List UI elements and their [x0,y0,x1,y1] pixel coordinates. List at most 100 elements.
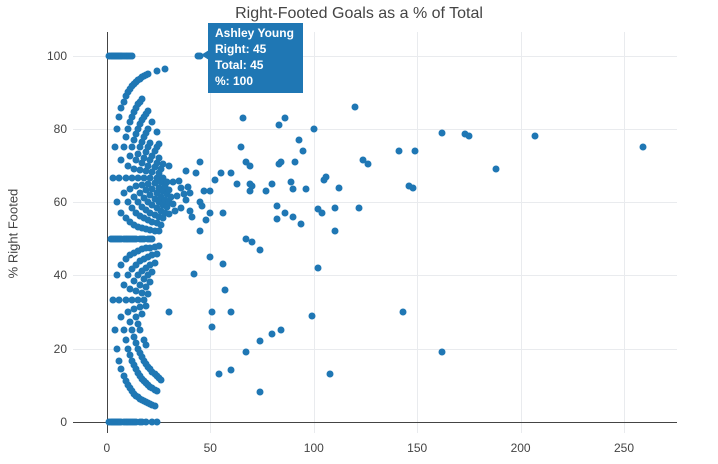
data-point[interactable] [122,255,129,263]
data-point[interactable] [438,129,446,137]
data-point[interactable] [246,187,254,195]
data-point[interactable] [134,296,142,304]
data-point[interactable] [196,158,204,166]
data-point[interactable] [124,271,132,279]
data-point[interactable] [120,372,127,380]
data-point[interactable] [461,130,469,138]
data-point[interactable] [157,193,165,201]
data-point[interactable] [161,196,169,204]
data-point[interactable] [146,226,154,234]
data-point[interactable] [136,257,144,265]
data-point[interactable] [140,235,148,243]
data-point[interactable] [122,296,129,304]
data-point[interactable] [289,213,297,221]
data-point[interactable] [142,206,150,214]
data-point[interactable] [136,349,144,357]
data-point[interactable] [115,174,123,182]
data-point[interactable] [200,187,208,195]
data-point[interactable] [159,201,167,209]
data-point[interactable] [177,204,185,212]
data-point[interactable] [302,185,309,193]
data-point[interactable] [314,264,322,272]
data-point[interactable] [138,138,146,146]
data-point[interactable] [128,113,136,121]
data-point[interactable] [136,166,144,174]
data-point[interactable] [335,184,343,191]
data-point[interactable] [138,245,146,253]
data-point[interactable] [308,312,316,320]
data-point[interactable] [190,270,198,277]
data-point[interactable] [206,253,214,261]
data-point[interactable] [124,162,132,169]
data-point[interactable] [126,351,134,359]
data-point[interactable] [122,92,129,100]
data-point[interactable] [146,139,154,147]
data-point[interactable] [138,418,146,426]
data-point[interactable] [130,277,138,285]
data-point[interactable] [136,281,144,288]
data-point[interactable] [248,182,256,190]
data-point[interactable] [134,125,142,133]
data-point[interactable] [115,296,123,304]
data-point[interactable] [159,160,167,168]
data-point[interactable] [136,189,144,197]
data-point[interactable] [318,209,326,217]
data-point[interactable] [227,169,235,177]
data-point[interactable] [111,326,119,334]
data-point[interactable] [124,308,132,316]
data-point[interactable] [117,313,125,321]
data-point[interactable] [215,370,223,378]
data-point[interactable] [122,336,129,344]
data-point[interactable] [142,302,150,310]
data-point[interactable] [248,238,256,246]
data-point[interactable] [138,310,146,318]
data-point[interactable] [140,336,148,344]
data-point[interactable] [148,168,156,176]
data-point[interactable] [268,330,276,338]
data-point[interactable] [159,174,167,182]
data-point[interactable] [186,207,194,215]
data-point[interactable] [124,345,132,352]
data-point[interactable] [148,152,156,160]
data-point[interactable] [117,104,125,112]
data-point[interactable] [148,218,156,226]
data-point[interactable] [287,178,295,186]
data-point[interactable] [148,268,156,276]
data-point[interactable] [233,180,241,188]
data-point[interactable] [242,235,249,243]
data-point[interactable] [159,214,167,222]
data-point[interactable] [359,156,367,164]
data-point[interactable] [411,147,419,155]
data-point[interactable] [134,271,142,279]
data-point[interactable] [138,289,146,296]
data-point[interactable] [146,209,154,217]
data-point[interactable] [492,165,500,173]
data-point[interactable] [144,253,152,261]
data-point[interactable] [297,220,305,228]
data-point[interactable] [148,418,156,426]
data-point[interactable] [136,212,144,220]
data-point[interactable] [153,219,161,227]
data-point[interactable] [167,193,175,201]
data-point[interactable] [113,125,121,133]
data-point[interactable] [153,250,161,258]
data-point[interactable] [273,202,280,210]
data-point[interactable] [134,320,142,328]
data-point[interactable] [161,209,169,217]
data-point[interactable] [155,213,163,221]
data-point[interactable] [148,235,156,243]
data-point[interactable] [132,261,140,269]
data-point[interactable] [132,365,140,373]
data-point[interactable] [289,185,297,193]
data-point[interactable] [355,204,363,212]
data-point[interactable] [130,361,138,369]
data-point[interactable] [130,249,138,257]
data-point[interactable] [211,176,218,184]
data-point[interactable] [165,198,173,206]
data-point[interactable] [531,132,539,140]
data-point[interactable] [295,136,303,144]
data-point[interactable] [159,187,167,195]
data-point[interactable] [399,308,407,316]
data-point[interactable] [128,296,136,304]
data-point[interactable] [126,285,134,292]
